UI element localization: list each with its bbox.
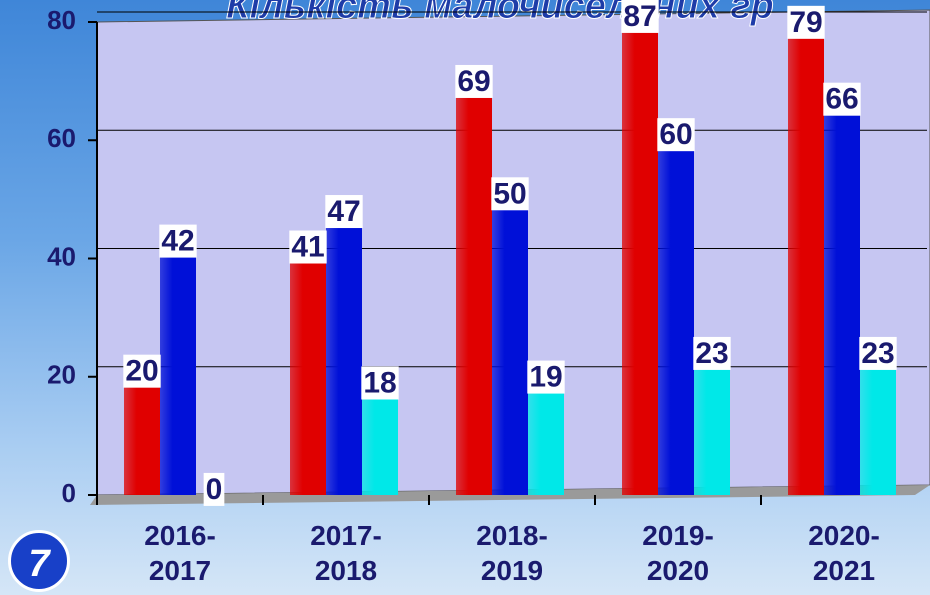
data-label: 42: [161, 225, 194, 258]
y-tick-label: 80: [47, 5, 76, 35]
data-label: 66: [825, 83, 858, 116]
data-label-box: [693, 336, 731, 370]
data-label-box: [823, 82, 861, 116]
data-label-box: [123, 354, 161, 388]
bar: [124, 376, 160, 495]
bar: [326, 217, 362, 496]
data-label: 87: [623, 0, 656, 33]
bar: [622, 0, 658, 496]
bar: [290, 252, 326, 495]
data-label: 23: [695, 337, 728, 370]
bar: [528, 382, 564, 495]
y-tick-label: 60: [47, 123, 76, 153]
data-label-box: [621, 0, 659, 33]
bar: [788, 27, 824, 495]
bar: [160, 246, 196, 495]
data-label: 19: [529, 361, 562, 394]
bar: [824, 104, 860, 496]
data-label-box: [787, 5, 825, 39]
data-label: 41: [291, 231, 324, 264]
chart-title: Кількість малочисельних гр: [226, 0, 774, 27]
x-tick-label: 2017-2018: [310, 520, 382, 586]
data-label: 69: [457, 65, 490, 98]
data-label: 60: [659, 118, 692, 151]
data-label: 50: [493, 177, 526, 210]
data-label-box: [325, 195, 363, 229]
data-label-box: [859, 336, 897, 370]
data-label-box: [361, 366, 399, 400]
bar: [658, 140, 694, 495]
data-label: 23: [861, 337, 894, 370]
bar: [492, 199, 528, 495]
x-tick-label: 2018-2019: [476, 520, 548, 586]
x-tick-label: 2020-2021: [808, 520, 880, 586]
y-tick-label: 0: [62, 478, 76, 508]
bar: [362, 388, 398, 495]
bar: [860, 359, 896, 495]
data-label: 79: [789, 6, 822, 39]
y-tick-label: 20: [47, 360, 76, 390]
y-tick-label: 40: [47, 241, 76, 271]
data-label-box: [657, 118, 695, 152]
data-label: 0: [206, 473, 223, 506]
bar: [694, 359, 730, 495]
data-label: 20: [125, 355, 158, 388]
data-label-box: [289, 230, 327, 264]
data-label-box: [491, 177, 529, 211]
data-label: 47: [327, 195, 360, 228]
slide-number: 7: [8, 530, 70, 592]
data-label-box: [203, 472, 225, 506]
data-label-box: [455, 64, 493, 98]
x-tick-label: 2016-2017: [144, 520, 216, 586]
bar: [456, 87, 492, 495]
x-tick-label: 2019-2020: [642, 520, 714, 586]
data-label-box: [527, 360, 565, 394]
data-label: 18: [363, 366, 396, 399]
data-label-box: [159, 224, 197, 258]
